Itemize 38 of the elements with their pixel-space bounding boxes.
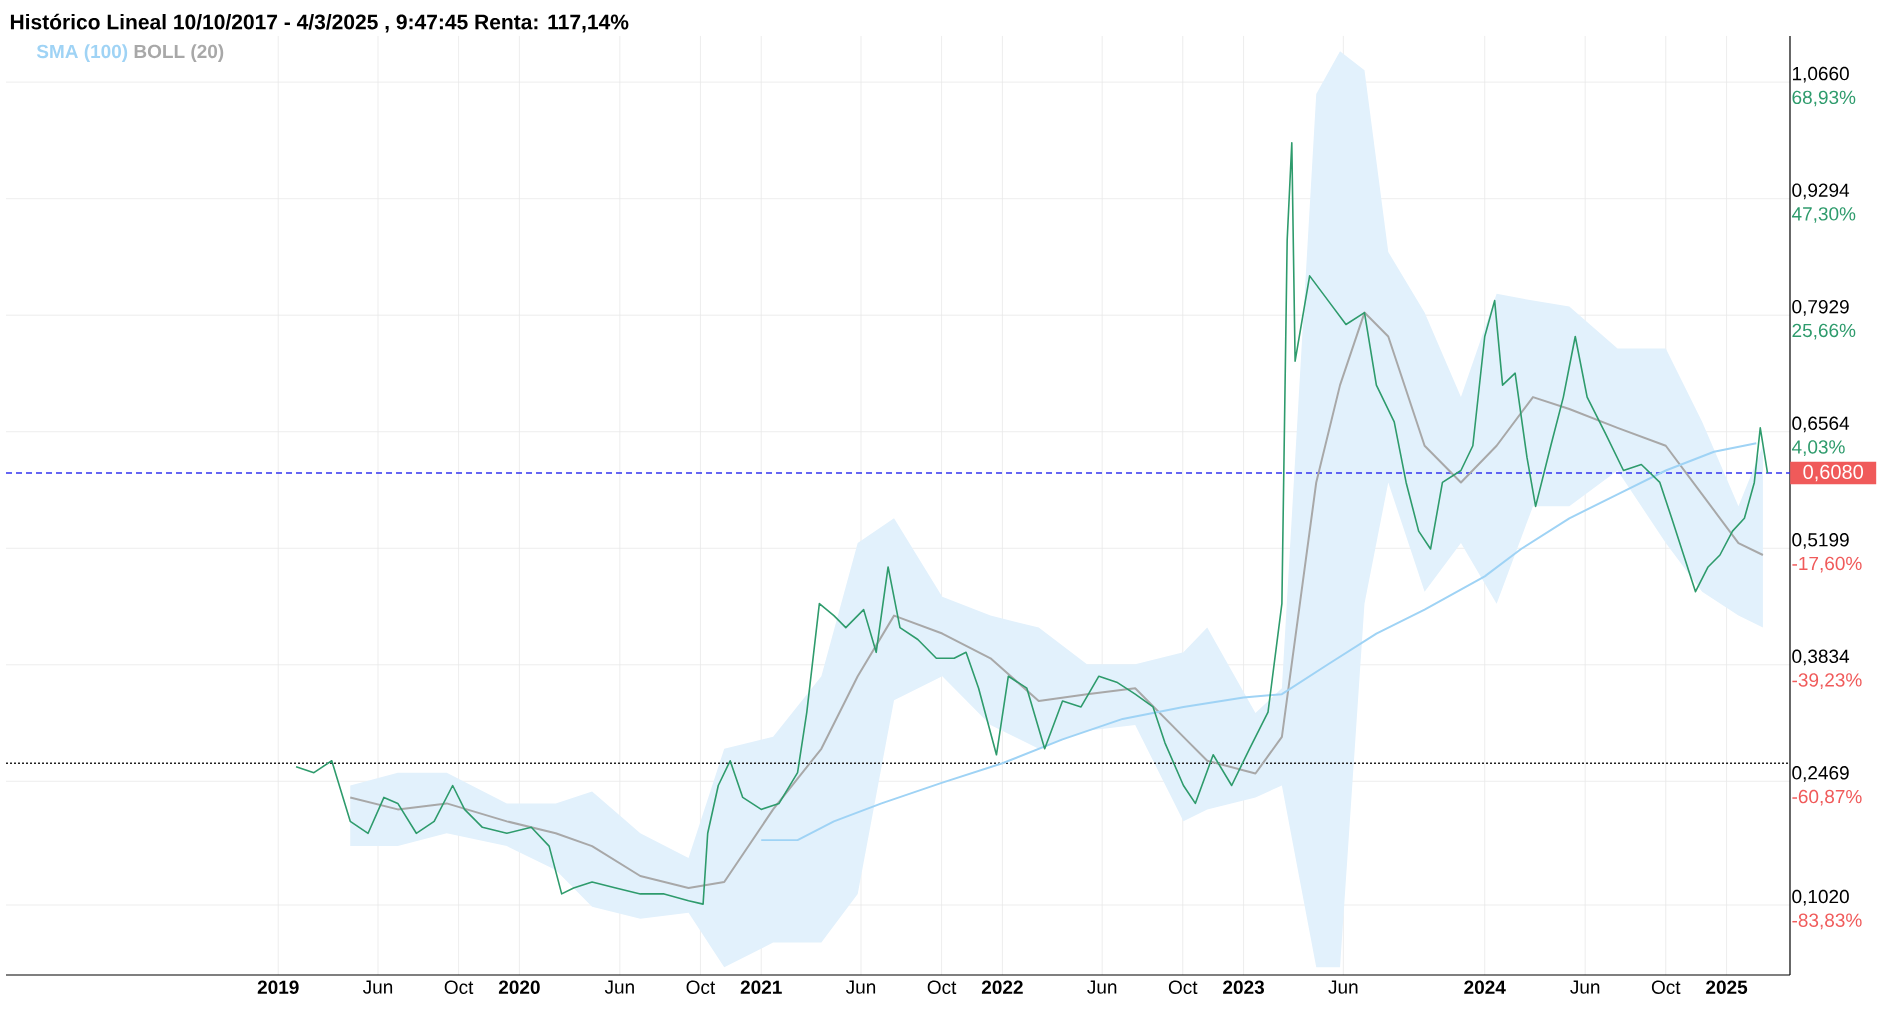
y-tick-label: 0,1020 <box>1792 889 1849 906</box>
x-tick-label: Oct <box>686 980 716 994</box>
ref-line-label: 0,6080 <box>1803 464 1863 482</box>
x-tick-label: Jun <box>604 980 634 994</box>
x-tick-label: 2019 <box>257 980 299 994</box>
x-tick-label: 2020 <box>498 980 540 994</box>
chart-title: Histórico Lineal 10/10/2017 - 4/3/2025 , 9:47:45 Renta: 117,14% <box>10 13 629 33</box>
y-tick-label: 0,7929 <box>1792 300 1849 316</box>
y2-tick-label: 68,93% <box>1792 90 1856 107</box>
x-tick-label: Jun <box>362 980 393 994</box>
text: BOLL (20) <box>134 44 224 62</box>
x-tick-label: Jun <box>1087 980 1117 994</box>
y-tick-label: 0,5199 <box>1792 533 1849 549</box>
x-tick-label: 2021 <box>740 980 782 994</box>
x-tick-label: Jun <box>1570 980 1600 994</box>
x-tick-label: Jun <box>845 980 876 994</box>
x-tick-label: Jun <box>1328 980 1358 994</box>
y-tick-label: 0,3834 <box>1792 649 1850 666</box>
x-tick-label: Oct <box>444 980 474 994</box>
y2-tick-label: -39,23% <box>1792 673 1862 689</box>
y-tick-label: 1,0660 <box>1792 66 1849 83</box>
x-tick-label: 2025 <box>1706 980 1748 994</box>
x-tick-label: 2024 <box>1464 980 1506 994</box>
y2-tick-label: -17,60% <box>1792 556 1862 573</box>
text: SMA (100) <box>36 44 128 62</box>
x-tick-label: 2023 <box>1223 980 1264 995</box>
x-tick-label: Oct <box>1168 980 1198 994</box>
x-tick-label: 2022 <box>981 980 1023 994</box>
y2-tick-label: -83,83% <box>1792 913 1862 930</box>
y-tick-label: 0,2469 <box>1792 766 1849 782</box>
y-tick-label: 0,6564 <box>1792 416 1850 433</box>
y2-tick-label: 47,30% <box>1791 207 1856 223</box>
y2-tick-label: 25,66% <box>1792 323 1856 340</box>
y2-tick-label: 4,03% <box>1791 440 1845 456</box>
y-tick-label: 0,9294 <box>1792 183 1850 200</box>
x-tick-label: Oct <box>927 980 957 994</box>
x-tick-label: Oct <box>1651 980 1681 994</box>
y2-tick-label: -60,87% <box>1792 789 1862 806</box>
